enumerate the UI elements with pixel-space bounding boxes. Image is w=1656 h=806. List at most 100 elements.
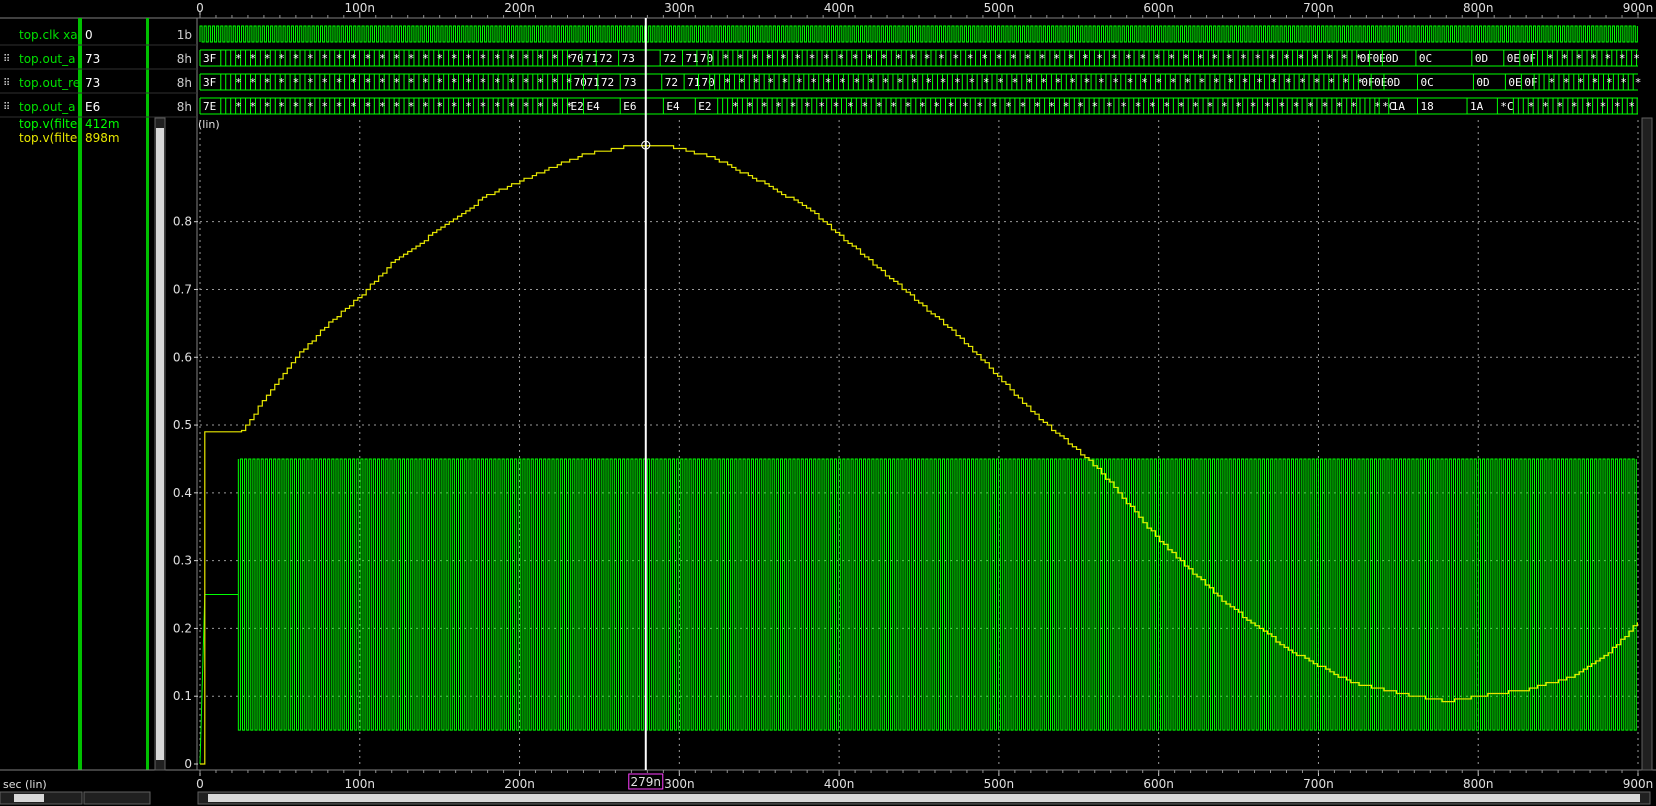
bus-value: *	[1213, 76, 1220, 89]
time-hscroll-thumb[interactable]	[208, 794, 1640, 802]
bus-value: *	[1563, 76, 1570, 89]
bus-value: *	[847, 100, 854, 113]
bus-value: *	[1026, 76, 1033, 89]
bus-value: *	[924, 52, 931, 65]
bus-value: *	[307, 100, 314, 113]
bus-value: 70	[574, 76, 587, 89]
bus-value: *	[494, 52, 501, 65]
bus-value: *	[321, 52, 328, 65]
bus-value: *	[810, 76, 817, 89]
y-tick-label: 0.3	[173, 554, 192, 568]
bus-value: *	[1577, 76, 1584, 89]
bus-value: *	[451, 52, 458, 65]
bus-value: *	[264, 100, 271, 113]
time-tick-bottom: 900n	[1623, 777, 1654, 791]
bus-value: *	[1192, 100, 1199, 113]
bus-value: 0F	[1361, 76, 1374, 89]
y-tick-label: 0	[184, 757, 192, 771]
bus-value: *	[422, 52, 429, 65]
signal-type: 8h	[177, 76, 192, 90]
bus-value: *	[350, 76, 357, 89]
bus-value: 72	[665, 76, 678, 89]
bus-value: E6	[623, 100, 636, 113]
bus-value: *	[1357, 76, 1364, 89]
time-tick-bottom: 500n	[984, 777, 1015, 791]
bus-value: *	[1628, 100, 1635, 113]
expand-icon[interactable]: ⠿	[3, 54, 10, 65]
bus-value: *	[1197, 52, 1204, 65]
bus-value: 0D	[1387, 76, 1400, 89]
cursor-marker	[641, 140, 651, 150]
cursor-time-box	[628, 773, 664, 790]
bus-value: *	[552, 100, 559, 113]
name-hscroll-thumb[interactable]	[14, 794, 44, 802]
bus-value: *	[494, 76, 501, 89]
bus-value: *	[853, 76, 860, 89]
bus-value: *	[336, 76, 343, 89]
signal-name[interactable]: top.out_a	[19, 52, 75, 66]
analog-signal-name[interactable]: top.v(filte	[19, 117, 77, 131]
time-tick-bottom: 600n	[1143, 777, 1174, 791]
bus-value: 1A	[1392, 100, 1406, 113]
bus-value: *	[1633, 52, 1640, 65]
bus-value: 7E	[203, 100, 216, 113]
bus-value: *	[408, 76, 415, 89]
bus-value: *	[1620, 76, 1627, 89]
time-tick-bottom: 200n	[504, 777, 535, 791]
expand-icon[interactable]: ⠿	[3, 78, 10, 89]
bus-value: *	[321, 76, 328, 89]
bus-value: *	[722, 52, 729, 65]
bus-value: *	[1374, 100, 1381, 113]
analog-plot	[199, 145, 1638, 765]
bus-value: *	[508, 76, 515, 89]
scrollbars[interactable]	[0, 117, 1653, 805]
analog-signal-name[interactable]: top.v(filte	[19, 131, 77, 145]
bus-value: *	[1619, 52, 1626, 65]
bus-value: *	[940, 76, 947, 89]
analog-signal-value: 412m	[85, 117, 120, 131]
time-tick-top: 800n	[1463, 1, 1494, 15]
time-tick-bottom: 800n	[1463, 777, 1494, 791]
time-tick-top: 300n	[664, 1, 695, 15]
signal-name[interactable]: top.out_re	[19, 76, 80, 90]
expand-icon[interactable]: ⠿	[3, 102, 10, 113]
time-tick-top: 500n	[984, 1, 1015, 15]
bus-value: *	[1024, 52, 1031, 65]
bus-value: *C	[1500, 100, 1513, 113]
bus-value: *	[1571, 100, 1578, 113]
bus-value: *	[1211, 52, 1218, 65]
bus-value: *	[782, 76, 789, 89]
bus-value: *	[969, 76, 976, 89]
bus-value: *	[1207, 100, 1214, 113]
time-cursor[interactable]: 279n	[628, 18, 664, 790]
bus-value: *	[235, 100, 242, 113]
bus-value: *	[465, 52, 472, 65]
bus-value: E2	[698, 100, 711, 113]
bus-value: *	[436, 52, 443, 65]
bus-value: *	[1199, 76, 1206, 89]
bus-value: *	[1341, 52, 1348, 65]
bus-value: 0C	[1419, 52, 1432, 65]
bus-value: E2	[570, 100, 583, 113]
signal-name[interactable]: top.clk xa	[19, 28, 78, 42]
bus-value: *	[1154, 52, 1161, 65]
bus-value: *	[1585, 100, 1592, 113]
bus-value: *	[766, 52, 773, 65]
bus-value: *	[1561, 52, 1568, 65]
bus-value: *	[996, 52, 1003, 65]
vertical-scroll-thumb[interactable]	[156, 128, 164, 760]
bus-value: *	[1055, 76, 1062, 89]
bus-value: *	[962, 100, 969, 113]
right-scrollbar[interactable]	[1641, 117, 1653, 771]
bus-value: *	[753, 76, 760, 89]
signal-value: 73	[85, 52, 100, 66]
value-hscrollbar[interactable]	[83, 791, 151, 805]
bus-value: 70	[702, 76, 715, 89]
bus-value: *	[1135, 100, 1142, 113]
bus-value: *	[480, 76, 487, 89]
bus-value: *	[523, 100, 530, 113]
bus-value: 0E	[1374, 76, 1387, 89]
bus-value: *	[1307, 100, 1314, 113]
signal-name[interactable]: top.out_a	[19, 100, 75, 114]
